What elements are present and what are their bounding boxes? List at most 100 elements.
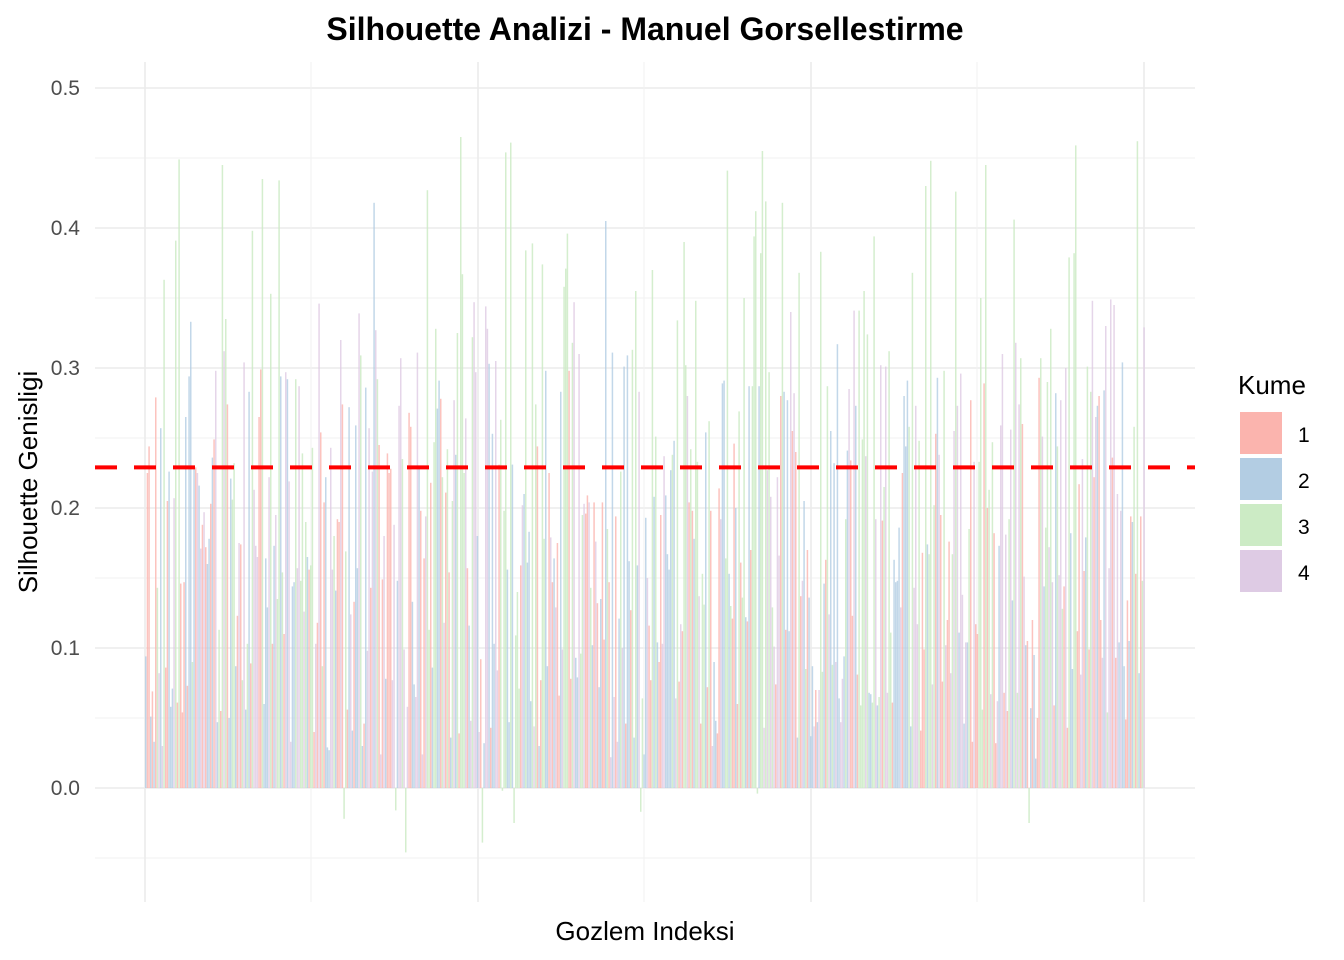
silhouette-bar [1035,758,1037,788]
silhouette-bar [600,599,602,788]
silhouette-bar [596,603,599,788]
silhouette-bar [470,720,472,788]
silhouette-bar [178,159,180,788]
silhouette-bar [1120,510,1122,788]
silhouette-bar [1118,642,1120,788]
silhouette-bar [496,670,499,788]
x-axis-title: Gozlem Indeksi [555,916,734,946]
y-axis-title: Silhouette Genisligi [13,371,43,594]
silhouette-bar [935,433,937,788]
silhouette-bar [958,632,960,788]
silhouette-bar [1143,327,1145,788]
silhouette-bar [210,503,212,788]
silhouette-bar [403,649,405,788]
silhouette-bar [671,454,674,788]
silhouette-bar [703,604,705,788]
silhouette-bar [405,788,407,853]
silhouette-bar [803,501,805,788]
silhouette-bar [725,558,727,788]
silhouette-bar [233,463,235,788]
silhouette-bar [1083,571,1085,788]
silhouette-bar [650,680,652,788]
silhouette-bar [1123,666,1125,788]
silhouette-bar [630,610,632,788]
silhouette-bar [738,411,740,788]
silhouette-bar [345,551,347,788]
silhouette-bar [875,519,877,788]
silhouette-bar [243,362,245,788]
silhouette-bar [168,471,170,788]
silhouette-bar [813,726,815,788]
silhouette-bar [161,746,164,788]
silhouette-bar [648,625,650,788]
silhouette-bar [561,649,564,788]
silhouette-bar [708,421,710,788]
silhouette-bar [346,709,349,788]
silhouette-bar [670,470,672,788]
silhouette-bar [515,635,517,788]
y-tick-label: 0.0 [51,777,80,800]
silhouette-bar [308,569,310,788]
silhouette-bar [980,298,982,788]
silhouette-bar [531,243,534,788]
silhouette-bar [306,557,309,788]
silhouette-bar [195,467,197,788]
silhouette-bar [155,397,157,788]
silhouette-bar [1093,477,1095,788]
silhouette-bar [603,639,605,788]
silhouette-bar [436,408,439,788]
silhouette-bar [883,487,885,788]
silhouette-bar [383,536,385,788]
silhouette-bar [668,569,670,788]
silhouette-bar [221,165,224,788]
silhouette-bar [853,310,855,788]
silhouette-bar [285,372,287,788]
silhouette-bar [956,405,959,788]
silhouette-bar [156,587,159,788]
silhouette-bar [608,582,610,788]
silhouette-bar [663,456,665,788]
silhouette-bar [1046,382,1049,788]
legend-label-4: 4 [1298,562,1310,585]
silhouette-bar [440,398,442,788]
silhouette-bar [918,440,920,788]
silhouette-bar [1030,708,1032,788]
silhouette-bar [961,594,964,788]
silhouette-bar [691,510,694,788]
silhouette-bar [448,572,450,788]
silhouette-bar [230,478,232,788]
silhouette-bar [213,439,215,788]
silhouette-bar [1110,299,1112,788]
silhouette-bar [925,186,927,788]
silhouette-bar [348,407,350,788]
silhouette-bar [163,279,165,788]
silhouette-bar [1010,429,1012,788]
silhouette-bar [581,515,584,788]
silhouette-bar [1023,576,1025,788]
silhouette-bar [606,529,609,788]
silhouette-bar [568,370,570,788]
silhouette-bar [1100,620,1102,788]
silhouette-bar [945,645,947,788]
silhouette-bar [716,733,719,788]
silhouette-bar [198,485,200,788]
silhouette-bar [871,702,874,788]
silhouette-bar [861,439,864,788]
silhouette-bar [661,643,664,788]
silhouette-bar [378,445,380,788]
silhouette-bar [610,757,612,788]
silhouette-bar [588,502,590,788]
legend-key-3 [1240,504,1282,546]
silhouette-bar [763,727,765,788]
silhouette-bar [390,468,392,788]
silhouette-bar [153,741,155,788]
silhouette-bar [196,473,199,788]
silhouette-bar [1138,673,1140,788]
silhouette-bar [458,733,460,788]
silhouette-bar [923,649,925,788]
silhouette-bar [508,722,510,788]
silhouette-bar [365,387,367,788]
legend-label-1: 1 [1298,424,1310,447]
silhouette-bar [358,313,360,788]
silhouette-bar [960,373,962,788]
